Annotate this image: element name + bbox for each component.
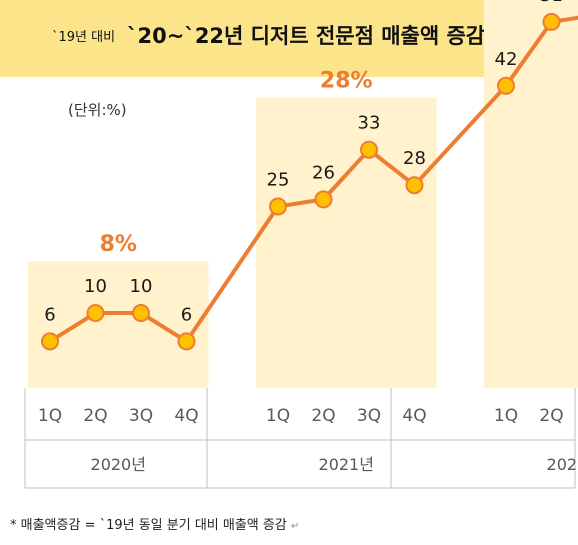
data-label: 6	[181, 304, 192, 325]
year-panel-1	[28, 261, 209, 388]
annual-change-label: 8%	[100, 232, 137, 257]
data-label: 51	[540, 0, 563, 6]
x-tick-label: 1Q	[266, 406, 290, 426]
chart-title: `20~`22년 디저트 전문점 매출액 증감	[127, 24, 486, 48]
x-tick-label: 4Q	[402, 406, 426, 426]
footnote: * 매출액증감 = `19년 동일 분기 대비 매출액 증감 ↵	[10, 514, 299, 533]
data-point	[360, 140, 378, 159]
year-group-label: 2020년	[91, 455, 146, 474]
data-label: 42	[495, 49, 518, 70]
data-point	[269, 197, 287, 216]
data-point	[314, 190, 333, 209]
data-label: 26	[312, 162, 335, 183]
x-tick-label: 1Q	[38, 406, 62, 426]
title-bar: `19년 대비 `20~`22년 디저트 전문점 매출액 증감 ↵	[0, 0, 578, 77]
data-label: 10	[84, 276, 107, 297]
annual-change-label: 28%	[320, 69, 373, 94]
data-label: 25	[267, 170, 290, 191]
data-label: 6	[44, 304, 55, 325]
unit-label: (단위:%)	[68, 101, 127, 119]
year-panel-2	[256, 97, 437, 388]
year-group-label: 2022년	[547, 455, 578, 474]
footnote-text: * 매출액증감 = `19년 동일 분기 대비 매출액 증감	[10, 518, 287, 533]
title-prefix: `19년 대비	[52, 30, 116, 45]
line-chart: 8%28%47%61Q102Q103Q64Q251Q262Q333Q284Q42…	[24, 0, 578, 489]
data-label: 10	[130, 276, 153, 297]
data-label: 33	[358, 113, 381, 134]
data-point	[41, 332, 59, 351]
data-point	[132, 304, 150, 322]
year-group-label: 2021년	[319, 455, 374, 474]
data-point	[542, 12, 561, 31]
x-tick-label: 4Q	[174, 406, 198, 426]
data-point	[86, 304, 105, 322]
x-tick-label: 3Q	[129, 406, 153, 426]
x-tick-label: 3Q	[357, 406, 381, 426]
x-tick-label: 2Q	[311, 406, 335, 426]
data-label: 28	[403, 148, 426, 169]
year-panel-3	[484, 0, 578, 389]
data-point	[497, 76, 515, 95]
data-point	[405, 176, 424, 195]
x-tick-label: 2Q	[539, 406, 563, 426]
x-tick-label: 2Q	[83, 406, 107, 426]
data-point	[177, 332, 196, 351]
return-mark-icon: ↵	[290, 521, 300, 532]
x-tick-label: 1Q	[494, 406, 518, 426]
